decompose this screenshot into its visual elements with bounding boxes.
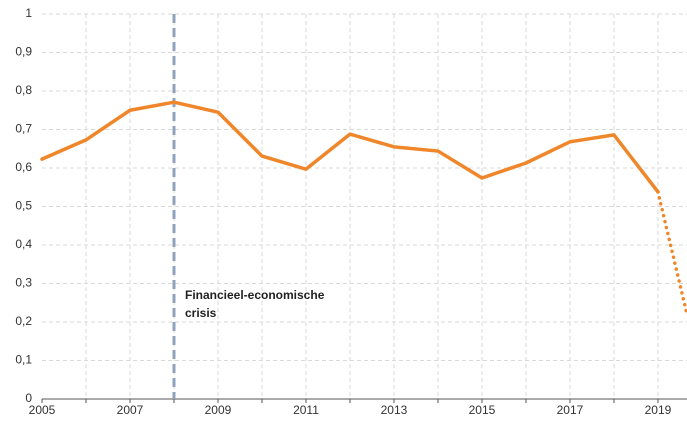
x-tick-label: 2007: [117, 403, 144, 417]
y-tick-label: 0,6: [15, 160, 32, 174]
y-tick-label: 0,9: [15, 45, 32, 59]
x-tick-label: 2013: [381, 403, 408, 417]
y-tick-label: 0,2: [15, 314, 32, 328]
y-tick-label: 1: [25, 6, 32, 20]
y-tick-label: 0,4: [15, 237, 32, 251]
annotation-text: crisis: [185, 306, 217, 320]
x-tick-label: 2011: [293, 403, 319, 417]
y-tick-label: 0,3: [15, 276, 32, 290]
y-tick-label: 0,5: [15, 199, 32, 213]
data-line: [656, 190, 687, 317]
x-tick-label: 2017: [557, 403, 584, 417]
x-tick-label: 2005: [29, 403, 56, 417]
x-tick-label: 2009: [205, 403, 232, 417]
x-tick-label: 2015: [469, 403, 496, 417]
x-tick-label: 2019: [645, 403, 672, 417]
data-line: [40, 100, 660, 194]
y-tick-label: 0,7: [15, 122, 32, 136]
y-tick-label: 0,1: [15, 353, 32, 367]
annotation-text: Financieel-economische: [185, 288, 325, 302]
y-tick-label: 0: [25, 391, 32, 405]
y-tick-label: 0,8: [15, 83, 32, 97]
